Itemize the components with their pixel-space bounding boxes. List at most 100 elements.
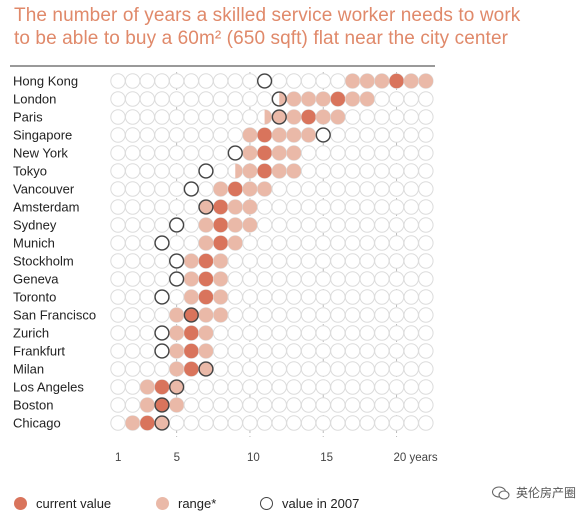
empty-dot <box>403 199 419 215</box>
empty-dot <box>403 325 419 341</box>
empty-dot <box>330 199 346 215</box>
empty-dot <box>330 397 346 413</box>
current-dot <box>389 73 404 89</box>
empty-dot <box>359 109 375 125</box>
range-dot <box>272 127 287 143</box>
empty-dot <box>110 109 126 125</box>
empty-dot <box>110 235 126 251</box>
empty-dot <box>271 217 287 233</box>
empty-dot <box>242 307 258 323</box>
empty-dot <box>330 325 346 341</box>
empty-dot <box>271 253 287 269</box>
empty-dot <box>359 217 375 233</box>
empty-dot <box>212 325 229 341</box>
empty-dot <box>139 325 156 341</box>
empty-dot <box>124 199 141 215</box>
current-dot <box>257 163 272 179</box>
empty-dot <box>183 73 200 89</box>
empty-dot <box>344 343 361 359</box>
empty-dot <box>388 253 405 269</box>
city-label: Toronto <box>13 290 56 305</box>
city-row: Los Angeles <box>13 379 434 395</box>
current-dot <box>228 181 243 197</box>
empty-dot <box>139 217 156 233</box>
value-2007-dot <box>154 325 170 341</box>
empty-dot <box>271 199 287 215</box>
range-dot <box>213 307 228 323</box>
range-dot <box>198 307 214 323</box>
empty-dot <box>330 289 346 305</box>
empty-dot <box>315 235 331 251</box>
empty-dot <box>256 325 273 341</box>
range-dot <box>301 91 316 107</box>
empty-dot <box>403 109 419 125</box>
empty-dot <box>374 217 390 233</box>
empty-dot <box>124 325 141 341</box>
value-2007-dot <box>169 271 185 287</box>
empty-dot <box>359 289 375 305</box>
current-dot <box>198 253 214 269</box>
empty-dot <box>286 379 302 395</box>
empty-dot <box>359 343 375 359</box>
current-dot <box>330 91 346 107</box>
current-dot <box>184 361 199 377</box>
empty-dot <box>300 343 317 359</box>
empty-dot <box>344 253 361 269</box>
empty-dot <box>374 127 390 143</box>
empty-dot <box>168 91 185 107</box>
range-dot <box>272 145 287 161</box>
empty-dot <box>110 253 126 269</box>
range-half-dot <box>264 109 272 125</box>
empty-dot <box>242 415 258 431</box>
empty-dot <box>212 91 229 107</box>
empty-dot <box>198 415 214 431</box>
empty-dot <box>183 109 200 125</box>
empty-dot <box>315 271 331 287</box>
value-2007-dot <box>169 379 185 395</box>
empty-dot <box>154 217 170 233</box>
empty-dot <box>418 397 434 413</box>
empty-dot <box>315 217 331 233</box>
empty-dot <box>374 379 390 395</box>
empty-dot <box>359 271 375 287</box>
empty-dot <box>271 361 287 377</box>
empty-dot <box>256 235 273 251</box>
range-dot <box>286 109 302 125</box>
empty-dot <box>212 145 229 161</box>
empty-dot <box>212 73 229 89</box>
empty-dot <box>242 397 258 413</box>
legend-2007: value in 2007 <box>260 496 359 511</box>
range-dot <box>169 325 184 341</box>
city-label: Frankfurt <box>13 344 65 359</box>
empty-dot <box>315 415 331 431</box>
range-dot <box>140 397 155 413</box>
empty-dot <box>359 379 375 395</box>
current-dot <box>140 415 155 431</box>
empty-dot <box>183 91 200 107</box>
empty-dot <box>154 199 170 215</box>
empty-dot <box>212 109 229 125</box>
empty-dot <box>388 271 405 287</box>
empty-dot <box>110 379 126 395</box>
empty-dot <box>168 415 185 431</box>
empty-dot <box>300 217 317 233</box>
empty-dot <box>183 127 200 143</box>
range-dot <box>360 73 375 89</box>
x-tick-label: 1 <box>115 452 121 464</box>
empty-dot <box>256 379 273 395</box>
value-2007-dot <box>154 415 170 431</box>
empty-dot <box>330 235 346 251</box>
current-dot <box>154 379 170 395</box>
empty-dot <box>300 235 317 251</box>
empty-dot <box>286 325 302 341</box>
range-dot <box>316 109 331 125</box>
empty-dot <box>168 181 185 197</box>
range-dot <box>404 73 419 89</box>
empty-dot <box>168 73 185 89</box>
city-row: Stockholm <box>13 253 434 269</box>
empty-dot <box>168 145 185 161</box>
empty-dot <box>374 415 390 431</box>
empty-dot <box>315 199 331 215</box>
empty-dot <box>388 307 405 323</box>
